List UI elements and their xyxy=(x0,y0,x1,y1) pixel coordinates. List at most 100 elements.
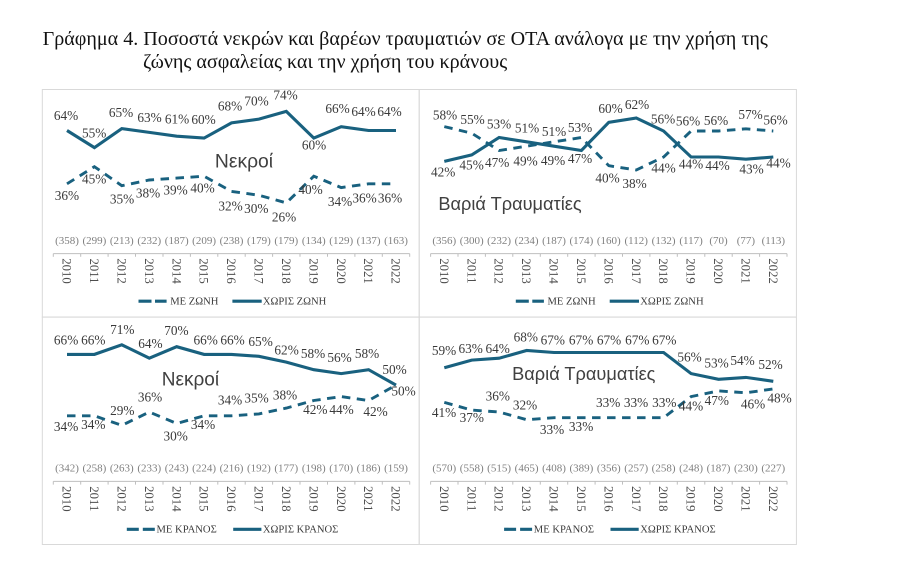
svg-text:53%: 53% xyxy=(568,120,592,135)
svg-text:(299): (299) xyxy=(82,235,106,247)
svg-text:2012: 2012 xyxy=(492,486,506,512)
svg-text:55%: 55% xyxy=(460,112,484,127)
svg-text:(257): (257) xyxy=(624,462,648,474)
svg-text:Γράφημα 4. Ποσοστά νεκρών και: Γράφημα 4. Ποσοστά νεκρών και βαρέων τρα… xyxy=(43,28,768,50)
svg-text:67%: 67% xyxy=(625,333,649,348)
svg-text:(216): (216) xyxy=(220,462,244,474)
svg-text:(238): (238) xyxy=(220,235,244,247)
svg-text:Νεκροί: Νεκροί xyxy=(215,152,274,173)
svg-text:62%: 62% xyxy=(274,343,298,358)
svg-text:46%: 46% xyxy=(741,397,765,412)
svg-text:66%: 66% xyxy=(54,333,78,348)
svg-text:38%: 38% xyxy=(273,388,297,403)
svg-text:(389): (389) xyxy=(569,462,593,474)
svg-text:49%: 49% xyxy=(513,153,537,168)
svg-text:(187): (187) xyxy=(542,235,566,247)
svg-text:36%: 36% xyxy=(378,191,402,206)
svg-text:42%: 42% xyxy=(431,165,455,180)
svg-text:68%: 68% xyxy=(514,330,538,345)
svg-text:33%: 33% xyxy=(624,395,648,410)
svg-text:2013: 2013 xyxy=(519,486,533,512)
svg-text:36%: 36% xyxy=(352,191,376,206)
svg-text:(179): (179) xyxy=(247,235,271,247)
svg-text:44%: 44% xyxy=(705,158,729,173)
svg-text:2014: 2014 xyxy=(169,258,183,284)
svg-text:(408): (408) xyxy=(542,462,566,474)
svg-text:2018: 2018 xyxy=(656,486,670,512)
svg-text:70%: 70% xyxy=(164,323,188,338)
svg-text:38%: 38% xyxy=(622,176,646,191)
svg-text:2016: 2016 xyxy=(224,258,238,284)
svg-text:(192): (192) xyxy=(247,462,271,474)
svg-text:2010: 2010 xyxy=(437,258,451,284)
svg-text:56%: 56% xyxy=(327,350,351,365)
svg-text:2018: 2018 xyxy=(656,258,670,284)
svg-text:64%: 64% xyxy=(486,341,510,356)
svg-text:(224): (224) xyxy=(192,462,216,474)
svg-text:66%: 66% xyxy=(325,101,349,116)
svg-text:(134): (134) xyxy=(302,235,326,247)
svg-text:2012: 2012 xyxy=(114,486,128,512)
svg-text:40%: 40% xyxy=(595,170,619,185)
svg-text:60%: 60% xyxy=(191,112,215,127)
svg-text:2016: 2016 xyxy=(224,486,238,512)
svg-text:54%: 54% xyxy=(730,353,754,368)
svg-text:42%: 42% xyxy=(303,402,327,417)
svg-text:(342): (342) xyxy=(55,462,79,474)
svg-text:34%: 34% xyxy=(81,417,105,432)
svg-text:(163): (163) xyxy=(384,235,408,247)
svg-text:53%: 53% xyxy=(487,117,511,132)
svg-text:2016: 2016 xyxy=(601,486,615,512)
svg-text:44%: 44% xyxy=(679,399,703,414)
svg-text:67%: 67% xyxy=(541,333,565,348)
svg-text:(77): (77) xyxy=(737,235,756,247)
svg-text:64%: 64% xyxy=(351,104,375,119)
svg-text:2012: 2012 xyxy=(492,258,506,284)
svg-text:ΜΕ ΖΩΝΗ: ΜΕ ΖΩΝΗ xyxy=(548,297,597,308)
svg-text:(213): (213) xyxy=(110,235,134,247)
svg-text:(179): (179) xyxy=(274,235,298,247)
svg-text:64%: 64% xyxy=(138,336,162,351)
svg-text:34%: 34% xyxy=(218,393,242,408)
svg-text:(227): (227) xyxy=(761,462,785,474)
svg-text:ζώνης ασφαλείας και την χρήση: ζώνης ασφαλείας και την χρήση του κράνου… xyxy=(143,51,507,73)
svg-text:2012: 2012 xyxy=(114,258,128,284)
svg-text:ΜΕ ΚΡΑΝΟΣ: ΜΕ ΚΡΑΝΟΣ xyxy=(534,525,594,536)
svg-text:2014: 2014 xyxy=(169,486,183,512)
svg-text:2020: 2020 xyxy=(711,258,725,284)
svg-text:(113): (113) xyxy=(762,235,786,247)
svg-text:2021: 2021 xyxy=(361,258,375,284)
svg-text:2021: 2021 xyxy=(361,486,375,512)
svg-text:2013: 2013 xyxy=(142,258,156,284)
svg-text:39%: 39% xyxy=(163,183,187,198)
svg-text:74%: 74% xyxy=(273,87,297,102)
svg-text:(112): (112) xyxy=(624,235,648,247)
svg-text:(160): (160) xyxy=(597,235,621,247)
svg-text:35%: 35% xyxy=(244,391,268,406)
svg-text:(258): (258) xyxy=(82,462,106,474)
svg-text:Βαριά Τραυματίες: Βαριά Τραυματίες xyxy=(438,194,582,214)
svg-text:(187): (187) xyxy=(707,462,731,474)
svg-text:53%: 53% xyxy=(704,356,728,371)
svg-text:ΧΩΡΙΣ ΚΡΑΝΟΣ: ΧΩΡΙΣ ΚΡΑΝΟΣ xyxy=(263,525,338,536)
svg-text:(248): (248) xyxy=(679,462,703,474)
svg-text:2010: 2010 xyxy=(60,258,74,284)
svg-text:64%: 64% xyxy=(54,108,78,123)
svg-text:2011: 2011 xyxy=(87,486,101,511)
svg-text:2014: 2014 xyxy=(547,486,561,512)
svg-text:37%: 37% xyxy=(460,410,484,425)
svg-text:45%: 45% xyxy=(459,158,483,173)
svg-text:2022: 2022 xyxy=(389,258,403,284)
svg-text:2017: 2017 xyxy=(252,486,266,512)
svg-text:50%: 50% xyxy=(391,384,415,399)
svg-text:64%: 64% xyxy=(377,104,401,119)
svg-text:(159): (159) xyxy=(384,462,408,474)
svg-text:ΧΩΡΙΣ ΚΡΑΝΟΣ: ΧΩΡΙΣ ΚΡΑΝΟΣ xyxy=(640,525,715,536)
svg-text:32%: 32% xyxy=(513,397,537,412)
svg-text:2015: 2015 xyxy=(574,258,588,284)
svg-text:2015: 2015 xyxy=(197,486,211,512)
svg-text:29%: 29% xyxy=(110,403,134,418)
svg-text:56%: 56% xyxy=(677,350,701,365)
svg-text:(170): (170) xyxy=(329,462,353,474)
svg-text:65%: 65% xyxy=(109,105,133,120)
